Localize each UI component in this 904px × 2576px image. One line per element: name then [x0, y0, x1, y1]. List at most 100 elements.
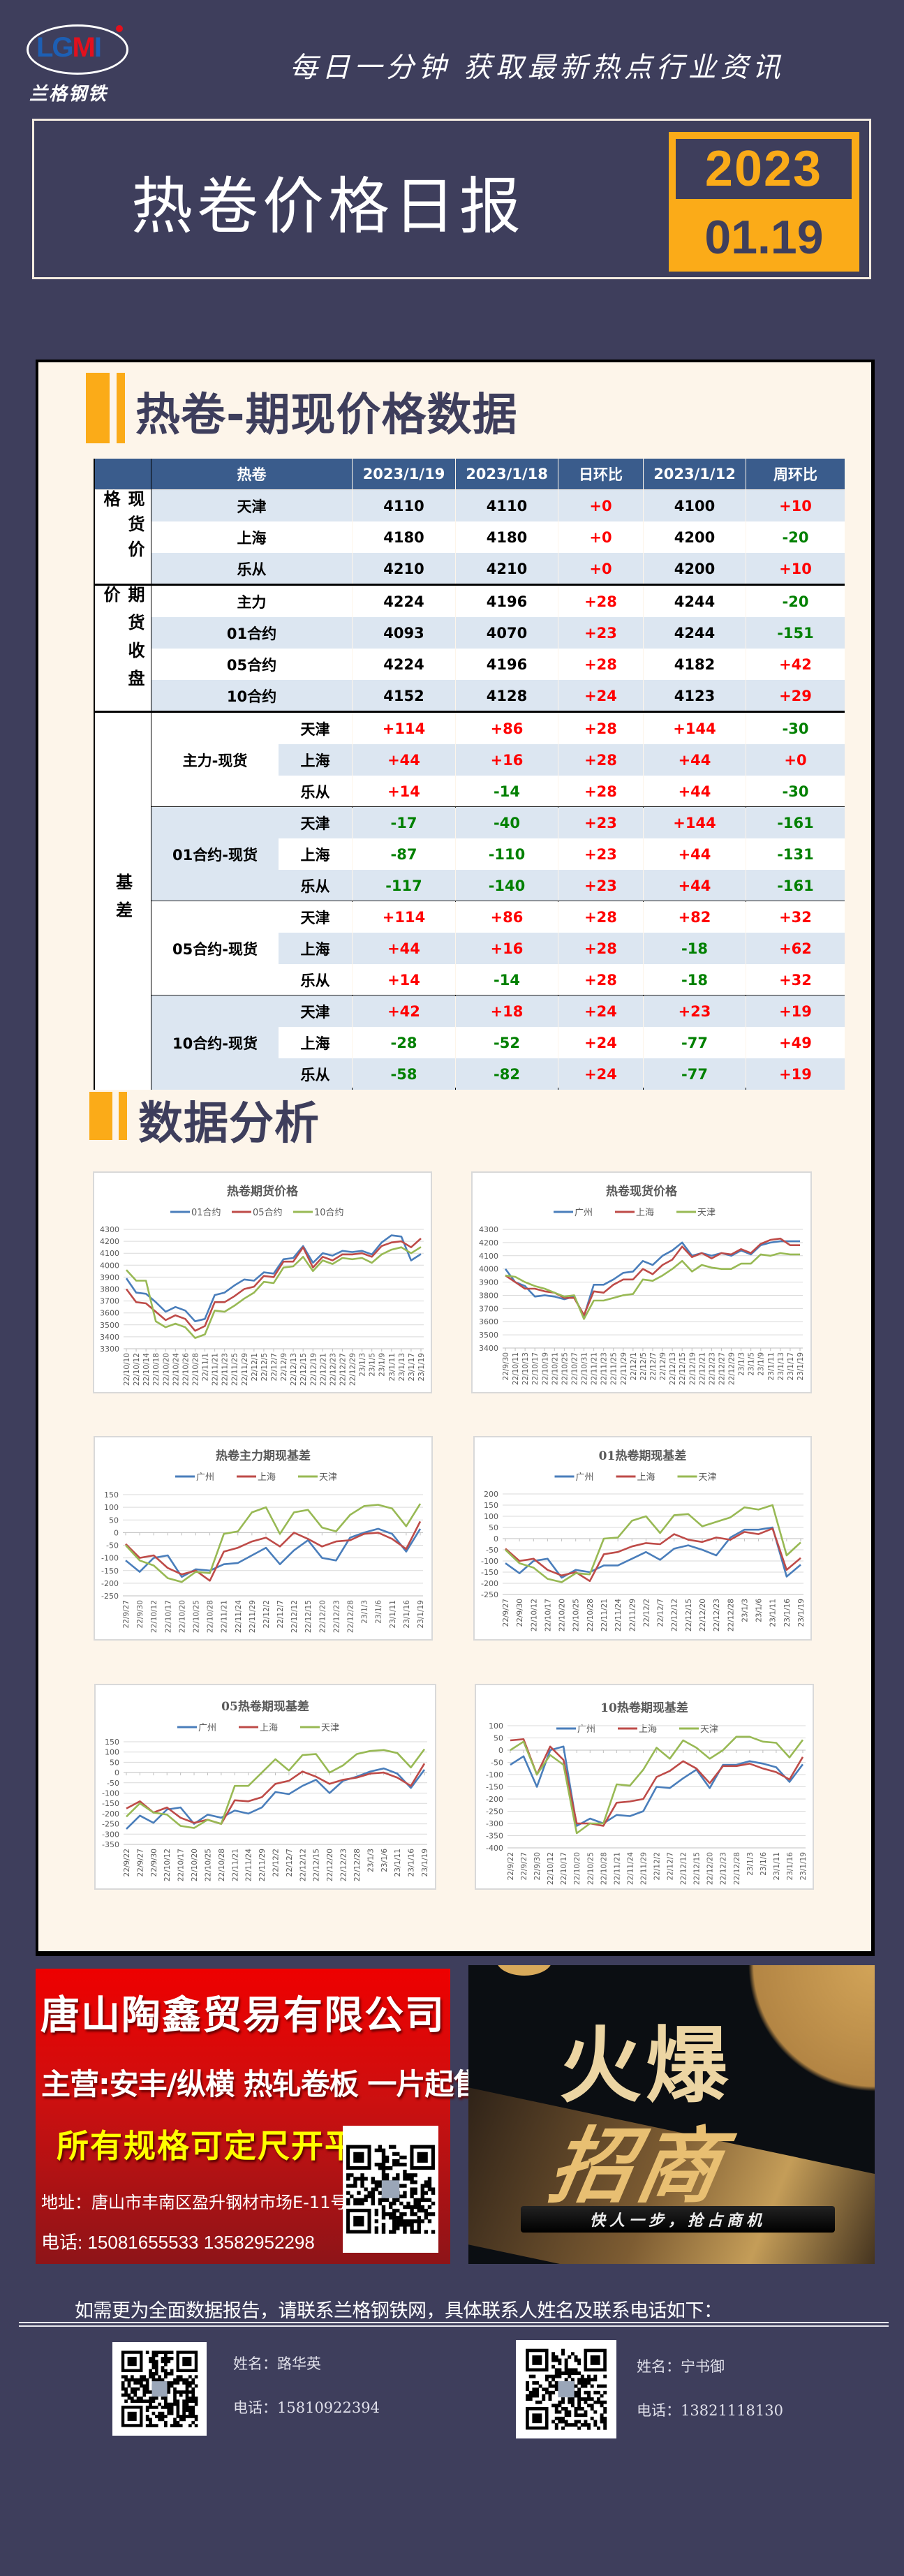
- contact-note: 如需更为全面数据报告，请联系兰格钢铁网，具体联系人姓名及联系电话如下：: [75, 2300, 723, 2322]
- table-cell: -18: [644, 964, 746, 995]
- table-cell: +14: [353, 776, 455, 807]
- table-cell: +0: [558, 490, 643, 521]
- y-tick-label: -150: [486, 1783, 503, 1792]
- table-cell: +28: [558, 776, 643, 807]
- x-tick-label: 22/10/20: [191, 1849, 199, 1881]
- table-cell: -161: [746, 870, 845, 901]
- table-cell: +62: [746, 933, 845, 964]
- x-tick-label: 22/12/7: [270, 1353, 279, 1381]
- x-tick-label: 22/11/29: [241, 1353, 249, 1386]
- x-tick-label: 22/10/12: [547, 1852, 555, 1885]
- ad-recruit[interactable]: 火爆 招商 快人一步，抢占商机: [468, 1965, 875, 2264]
- ad-phone: 电话: 15081655533 13582952298: [41, 2232, 315, 2253]
- y-tick-label: -50: [486, 1546, 498, 1555]
- contact-phone-2[interactable]: 电话：13821118130: [637, 2402, 783, 2419]
- table-cell: +42: [353, 995, 455, 1027]
- x-tick-label: 22/12/12: [299, 1849, 307, 1881]
- table-cell: -58: [353, 1058, 455, 1090]
- y-tick-label: 3900: [100, 1273, 119, 1282]
- y-tick-label: -150: [101, 1567, 119, 1576]
- y-tick-label: 3900: [479, 1278, 498, 1287]
- chart-title: 05热卷期现基差: [221, 1699, 309, 1714]
- x-tick-label: 22/12/5: [639, 1352, 648, 1380]
- table-cell: 4200: [644, 521, 746, 553]
- row-city: 乐从: [279, 964, 352, 995]
- table-cell: -20: [746, 521, 845, 553]
- table-cell: +114: [353, 901, 455, 933]
- x-tick-label: 22/12/23: [713, 1599, 721, 1631]
- y-tick-label: 3700: [100, 1297, 119, 1306]
- x-tick-label: 22/12/19: [309, 1353, 318, 1386]
- x-tick-label: 23/1/19: [797, 1599, 806, 1627]
- x-tick-label: 22/10/25: [586, 1852, 595, 1885]
- row-label: 主力: [151, 586, 352, 617]
- x-tick-label: 22/9/30: [136, 1600, 145, 1628]
- x-tick-label: 22/12/23: [340, 1849, 348, 1881]
- x-tick-label: 22/10/14: [142, 1353, 151, 1386]
- y-tick-label: 150: [104, 1490, 119, 1500]
- y-tick-label: 100: [105, 1748, 119, 1757]
- x-tick-label: 22/9/27: [502, 1599, 510, 1627]
- y-tick-label: 3600: [479, 1317, 498, 1326]
- ad-address: 地址：唐山市丰南区盈升钢材市场E-11号: [41, 2193, 348, 2212]
- table-cell: 4224: [353, 586, 455, 617]
- table-cell: -77: [644, 1058, 746, 1090]
- table-cell: +16: [456, 744, 558, 776]
- x-tick-label: 23/1/6: [380, 1849, 389, 1872]
- x-tick-label: 22/12/27: [718, 1352, 726, 1385]
- x-tick-label: 22/10/20: [178, 1600, 186, 1633]
- x-tick-label: 22/12/13: [669, 1352, 677, 1385]
- x-tick-label: 22/12/7: [657, 1599, 665, 1627]
- table-cell: +28: [558, 901, 643, 933]
- x-tick-label: 22/10/28: [600, 1852, 608, 1885]
- contact-phone-1[interactable]: 电话：15810922394: [233, 2399, 380, 2416]
- series-line-10合约: [126, 1246, 422, 1339]
- table-cell: +144: [644, 713, 746, 744]
- x-tick-label: 22/12/5: [260, 1353, 269, 1381]
- row-label: 乐从: [151, 553, 352, 584]
- x-tick-label: 23/1/19: [417, 1353, 426, 1381]
- row-label: 05合约: [151, 649, 352, 680]
- x-tick-label: 22/11/23: [221, 1353, 230, 1386]
- y-tick-label: -200: [481, 1579, 498, 1588]
- ad-tangshan-taoxin[interactable]: 唐山陶鑫贸易有限公司 主营:安丰/纵横 热轧卷板 一片起售 所有规格可定尺开平 …: [36, 1969, 482, 2264]
- legend-label: 天津: [321, 1723, 339, 1733]
- y-tick-label: -100: [102, 1789, 119, 1798]
- qr-code: [343, 2126, 438, 2253]
- y-tick-label: -100: [101, 1554, 119, 1563]
- y-tick-label: 3500: [100, 1321, 119, 1330]
- y-tick-label: 0: [114, 1768, 119, 1777]
- series-line-上海: [126, 1763, 426, 1825]
- y-tick-label: 100: [484, 1512, 498, 1521]
- y-tick-label: 0: [498, 1746, 503, 1755]
- legend-label: 10合约: [314, 1208, 344, 1218]
- y-tick-label: 3500: [479, 1331, 498, 1340]
- x-tick-label: 23/1/11: [773, 1852, 781, 1880]
- table-cell: +28: [558, 933, 643, 964]
- y-tick-label: -100: [486, 1770, 503, 1779]
- table-cell: +28: [558, 744, 643, 776]
- legend-label: 天津: [319, 1472, 337, 1483]
- x-tick-label: 22/10/11: [512, 1352, 520, 1385]
- x-tick-label: 22/12/28: [727, 1599, 735, 1631]
- x-tick-label: 22/12/15: [299, 1353, 308, 1386]
- table-cell: 4196: [456, 649, 558, 680]
- chart-spot-price: 热卷现货价格 广州 上海 天津 3400 3500 3600 3700 3800 3900 4000…: [471, 1171, 812, 1393]
- y-tick-label: 100: [489, 1722, 503, 1731]
- x-tick-label: 22/10/17: [560, 1852, 568, 1885]
- x-tick-label: 22/11/24: [235, 1600, 243, 1633]
- x-tick-label: 22/10/25: [204, 1849, 212, 1881]
- x-tick-label: 22/12/12: [680, 1852, 688, 1885]
- table-cell: +10: [746, 553, 845, 584]
- x-tick-label: 22/12/13: [290, 1353, 298, 1386]
- y-tick-label: -350: [486, 1832, 503, 1841]
- table-cell: 4182: [644, 649, 746, 680]
- x-tick-label: 22/12/15: [693, 1852, 702, 1885]
- table-cell: +23: [558, 617, 643, 649]
- table-cell: -151: [746, 617, 845, 649]
- legend-label: 天津: [700, 1724, 718, 1735]
- x-tick-label: 22/12/29: [728, 1352, 736, 1385]
- legend-label: 05合约: [253, 1208, 283, 1218]
